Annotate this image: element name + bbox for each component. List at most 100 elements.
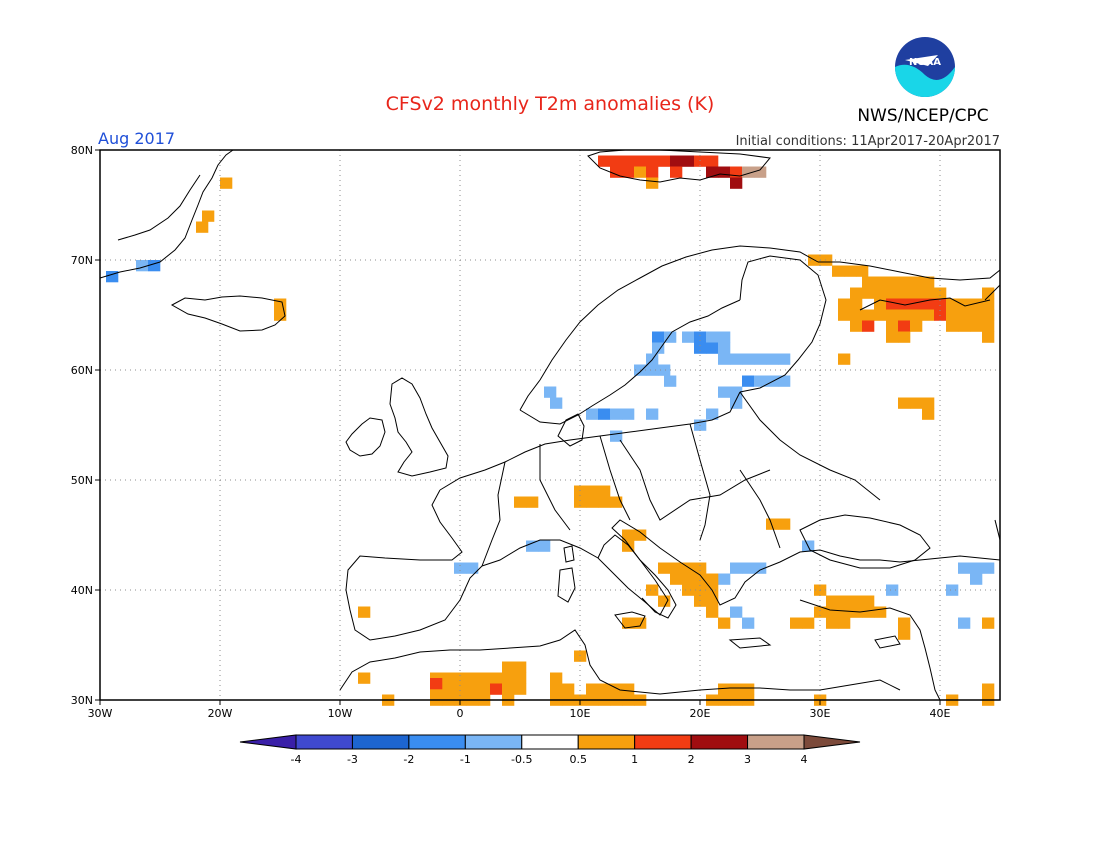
anomaly-cell [946, 309, 959, 321]
anomaly-cell [682, 331, 695, 343]
anomaly-cell [274, 298, 287, 310]
anomaly-cell [514, 661, 527, 673]
agency-label: NWS/NCEP/CPC [857, 106, 988, 126]
colorbar-high-arrow [803, 734, 861, 750]
anomaly-cell [898, 617, 911, 629]
colorbar-label: -2 [403, 753, 414, 766]
anomaly-cell [982, 562, 995, 574]
anomaly-cell [682, 155, 695, 167]
colorbar-label: -0.5 [511, 753, 532, 766]
anomaly-cell [910, 309, 923, 321]
anomaly-cell [502, 672, 515, 684]
anomaly-cell [586, 408, 599, 420]
anomaly-cell [106, 271, 119, 283]
colorbar-bin [521, 734, 579, 750]
anomaly-cell [730, 606, 743, 618]
anomaly-cell [454, 562, 467, 574]
colorbar-bin [408, 734, 466, 750]
anomaly-cell [622, 408, 635, 420]
anomaly-cell [478, 683, 491, 695]
anomaly-cell [838, 617, 851, 629]
anomaly-cell [466, 683, 479, 695]
anomaly-cell [874, 287, 887, 299]
anomaly-cell [958, 298, 971, 310]
anomaly-cell [742, 353, 755, 365]
anomaly-cell [862, 606, 875, 618]
anomaly-cell [850, 320, 863, 332]
anomaly-cell [742, 562, 755, 574]
anomaly-cell [574, 485, 587, 497]
colorbar-label: -4 [291, 753, 302, 766]
x-tick-label: 10W [328, 707, 353, 720]
anomaly-cell [610, 430, 623, 442]
anomaly-cell [850, 309, 863, 321]
anomaly-cell [706, 606, 719, 618]
anomaly-cell [886, 331, 899, 343]
anomaly-cell [910, 397, 923, 409]
anomaly-cell [898, 276, 911, 288]
anomaly-cell [550, 397, 563, 409]
anomaly-cell [886, 298, 899, 310]
colorbar-label: -3 [347, 753, 358, 766]
anomaly-cell [598, 155, 611, 167]
anomaly-cell [922, 397, 935, 409]
anomaly-cell [742, 617, 755, 629]
colorbar-bin [295, 734, 353, 750]
anomaly-cell [970, 562, 983, 574]
anomaly-cell [478, 672, 491, 684]
anomaly-cell [874, 606, 887, 618]
anomaly-cell [802, 617, 815, 629]
anomaly-cell [622, 617, 635, 629]
anomaly-cell [718, 342, 731, 354]
anomaly-cell [718, 386, 731, 398]
anomaly-cell [862, 595, 875, 607]
anomaly-cell [718, 683, 731, 695]
initial-conditions: Initial conditions: 11Apr2017-20Apr2017 [736, 134, 1000, 149]
anomaly-cell [646, 155, 659, 167]
anomaly-cell [826, 617, 839, 629]
anomaly-cell [910, 298, 923, 310]
colorbar-bin [634, 734, 692, 750]
anomaly-cell [514, 672, 527, 684]
anomaly-cell [586, 485, 599, 497]
anomaly-cell [466, 672, 479, 684]
anomaly-cell [634, 617, 647, 629]
figure-title: CFSv2 monthly T2m anomalies (K) [386, 93, 715, 115]
anomaly-cell [946, 298, 959, 310]
anomaly-cell [598, 683, 611, 695]
noaa-logo-icon: NOAA [895, 37, 955, 97]
anomaly-cell [898, 298, 911, 310]
anomaly-cell [826, 595, 839, 607]
anomaly-cell [850, 287, 863, 299]
map-frame [99, 149, 1001, 701]
anomaly-cell [742, 375, 755, 387]
anomaly-cell [706, 408, 719, 420]
anomaly-cell [790, 617, 803, 629]
anomaly-cell [862, 276, 875, 288]
colorbar: -4 -3 -2 -1 -0.5 0.5 1 2 3 4 [239, 734, 861, 766]
colorbar-label: 3 [744, 753, 751, 766]
anomaly-cell [958, 617, 971, 629]
anomaly-cell [862, 309, 875, 321]
anomaly-cell [514, 683, 527, 695]
anomaly-cell [934, 287, 947, 299]
x-tick-label: 40E [930, 707, 951, 720]
anomaly-cell [610, 496, 623, 508]
colorbar-bin [690, 734, 749, 750]
colorbar-label: 2 [688, 753, 695, 766]
anomaly-cell [706, 166, 719, 178]
anomaly-cell [874, 276, 887, 288]
colorbar-low-arrow [239, 734, 297, 750]
anomaly-cell [832, 265, 845, 277]
anomaly-cell [718, 617, 731, 629]
anomaly-cell [886, 276, 899, 288]
anomaly-cell [730, 397, 743, 409]
x-tick-label: 0 [457, 707, 464, 720]
anomaly-cell [550, 672, 563, 684]
anomaly-cell [622, 155, 635, 167]
anomaly-cell [646, 177, 659, 189]
anomaly-cell [934, 298, 947, 310]
longitude-ticks: 30W 20W 10W 0 10E 20E 30E 40E [88, 700, 951, 720]
anomaly-cell [742, 683, 755, 695]
anomaly-cell [874, 309, 887, 321]
